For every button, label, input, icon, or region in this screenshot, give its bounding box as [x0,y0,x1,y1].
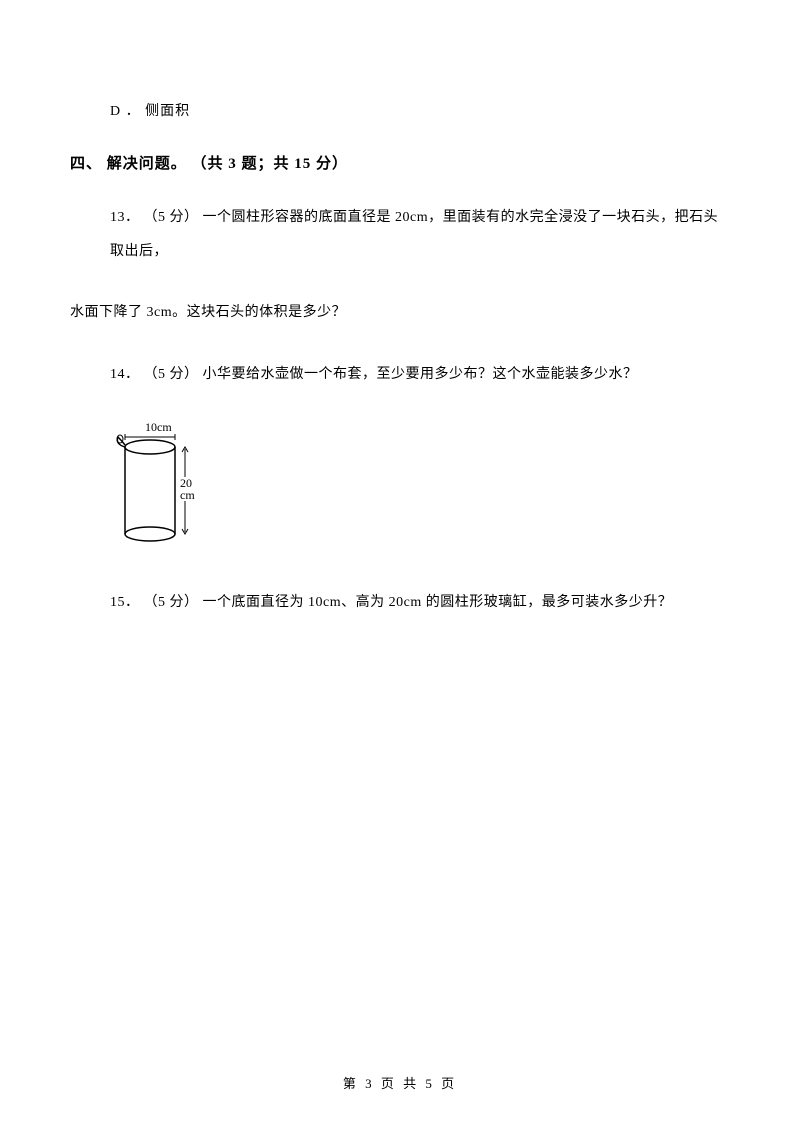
option-letter: D [110,104,121,119]
question-text-line1: 一个圆柱形容器的底面直径是 20cm，里面装有的水完全浸没了一块石头，把石头取出… [110,210,718,259]
question-13-continued: 水面下降了 3cm。这块石头的体积是多少？ [70,296,730,330]
question-text: 小华要给水壶做一个布套，至少要用多少布？这个水壶能装多少水？ [203,367,638,382]
option-separator: ． [126,104,141,119]
section-title: 解决问题。 [107,156,187,172]
option-text: 侧面积 [145,104,190,119]
question-14: 14． （5 分） 小华要给水壶做一个布套，至少要用多少布？这个水壶能装多少水？ [110,358,730,392]
section-number: 四、 [70,156,102,172]
height-label-unit: cm [180,488,195,502]
question-15: 15． （5 分） 一个底面直径为 10cm、高为 20cm 的圆柱形玻璃缸，最… [110,586,730,620]
question-text: 一个底面直径为 10cm、高为 20cm 的圆柱形玻璃缸，最多可装水多少升？ [203,595,673,610]
question-points: （5 分） [144,595,199,610]
cylinder-diagram: 10cm 20 cm [110,419,730,554]
question-number: 14． [110,367,140,382]
question-number: 15． [110,595,140,610]
option-d: D ． 侧面积 [110,100,730,120]
question-number: 13． [110,210,140,225]
question-points: （5 分） [144,367,199,382]
footer-text: 第 3 页 共 5 页 [343,1076,457,1091]
section-header: 四、 解决问题。 （共 3 题；共 15 分） [70,152,730,173]
question-points: （5 分） [144,210,199,225]
question-13: 13． （5 分） 一个圆柱形容器的底面直径是 20cm，里面装有的水完全浸没了… [110,201,730,268]
section-meta: （共 3 题；共 15 分） [192,156,349,172]
page-footer: 第 3 页 共 5 页 [0,1073,800,1092]
width-label-text: 10cm [145,420,172,434]
question-text-line2: 水面下降了 3cm。这块石头的体积是多少？ [70,305,346,320]
